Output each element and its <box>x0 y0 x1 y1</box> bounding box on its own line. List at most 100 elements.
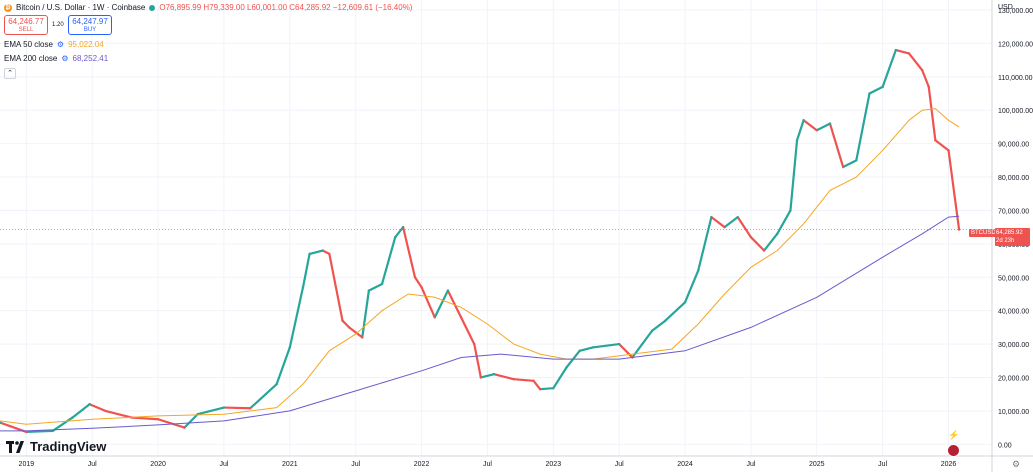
price-point <box>881 85 884 89</box>
x-tick-label: Jul <box>483 461 492 468</box>
price-point <box>683 301 687 304</box>
currency-label[interactable]: USD <box>998 4 1013 11</box>
price-point <box>401 225 405 229</box>
price-point <box>473 342 476 346</box>
y-tick-label: 50,000.00 <box>998 275 1029 282</box>
settings-gear-icon[interactable]: ⚙ <box>61 54 69 63</box>
current-symbol-badge: BTCUSD <box>969 229 998 237</box>
x-tick-label: 2023 <box>546 461 562 468</box>
legend-ema200[interactable]: EMA 200 close ⚙ 68,252.41 <box>4 54 108 63</box>
spread-value: 1.20 <box>52 22 64 28</box>
price-point <box>222 406 226 409</box>
x-tick-label: 2020 <box>150 461 166 468</box>
price-segment <box>275 346 291 386</box>
price-point <box>413 276 417 279</box>
price-point <box>907 52 911 55</box>
price-segment <box>196 406 226 416</box>
price-segment <box>723 216 739 229</box>
x-tick-label: Jul <box>219 461 228 468</box>
price-segment <box>578 346 594 352</box>
price-segment <box>394 226 405 239</box>
price-point <box>723 225 726 229</box>
price-point <box>492 372 496 376</box>
price-point <box>762 249 766 252</box>
price-segment <box>815 122 832 132</box>
price-segment <box>0 421 28 434</box>
settings-gear-icon[interactable]: ⚙ <box>56 40 65 49</box>
price-segment <box>749 236 766 252</box>
x-tick-label: 2024 <box>677 461 693 468</box>
price-segment <box>894 49 911 55</box>
price-segment <box>249 383 278 410</box>
price-segment <box>921 69 930 88</box>
price-segment <box>927 85 937 142</box>
price-segment <box>539 387 555 391</box>
price-point <box>88 403 91 406</box>
price-segment <box>532 379 542 391</box>
price-segment <box>473 342 482 379</box>
price-point <box>308 252 311 256</box>
price-point <box>71 416 74 419</box>
market-status-dot-icon <box>149 4 156 11</box>
x-tick-label: Jul <box>615 461 624 468</box>
price-point <box>433 316 436 319</box>
symbol-title[interactable]: Bitcoin / U.S. Dollar · 1W · Coinbase <box>16 3 146 12</box>
legend-ema50[interactable]: EMA 50 close ⚙ 95,022.04 <box>4 40 104 49</box>
x-tick-label: Jul <box>351 461 360 468</box>
us-flag-icon[interactable] <box>947 444 960 457</box>
price-segment <box>651 319 667 332</box>
x-tick-label: 2021 <box>282 461 298 468</box>
price-point <box>420 286 423 289</box>
y-tick-label: 40,000.00 <box>998 309 1029 316</box>
sell-price: 64,246.77 <box>8 17 44 26</box>
bitcoin-logo-icon: ₿ <box>4 3 12 12</box>
price-point <box>328 252 331 256</box>
price-point <box>301 286 305 289</box>
legend-ema200-name: EMA 200 close <box>4 54 58 63</box>
price-segment <box>71 403 91 419</box>
price-point <box>512 377 515 381</box>
price-segment <box>591 342 621 349</box>
sell-label: SELL <box>18 27 34 33</box>
legend-ema50-value: 95,022.04 <box>68 40 104 49</box>
price-point <box>776 232 779 236</box>
tradingview-logo[interactable]: TradingView <box>6 439 106 454</box>
price-segment <box>88 403 107 413</box>
price-segment <box>413 276 423 289</box>
sell-button[interactable]: 64,246.77 SELL <box>4 15 48 35</box>
price-point <box>249 407 252 410</box>
price-segment <box>348 326 364 339</box>
collapse-chevron-icon[interactable]: ⌃ <box>4 68 16 79</box>
price-segment <box>25 429 54 434</box>
price-segment <box>104 409 133 419</box>
price-segment <box>459 316 476 346</box>
countdown-value: 2d 23h <box>996 238 1015 244</box>
x-tick-label: 2019 <box>19 461 35 468</box>
price-segment <box>308 249 324 255</box>
y-tick-label: 130,000.00 <box>998 8 1033 15</box>
current-price-badge: 64,285.92 2d 23h <box>995 228 1030 246</box>
y-tick-label: 10,000.00 <box>998 409 1029 416</box>
price-segment <box>795 119 805 142</box>
ema200-line <box>0 215 960 432</box>
price-segment <box>631 329 654 359</box>
chart-settings-gear-icon[interactable]: ⚙ <box>1012 459 1021 469</box>
price-segment <box>776 209 792 235</box>
price-point <box>288 346 292 349</box>
price-segment <box>156 418 186 429</box>
price-point <box>578 349 581 352</box>
buy-button[interactable]: 64,247.97 BUY <box>68 15 112 35</box>
price-point <box>815 129 818 132</box>
y-tick-label: 120,000.00 <box>998 41 1033 48</box>
price-point <box>275 382 278 386</box>
price-segment <box>367 282 384 292</box>
lightning-icon[interactable]: ⚡ <box>948 430 960 440</box>
price-point <box>697 269 700 272</box>
price-point <box>957 228 961 231</box>
price-segment <box>664 301 687 322</box>
y-tick-label: 80,000.00 <box>998 175 1029 182</box>
price-segment <box>842 159 858 169</box>
ohlc-values: O76,895.99 H79,339.00 L60,001.00 C64,285… <box>159 3 413 12</box>
price-point <box>479 376 483 379</box>
